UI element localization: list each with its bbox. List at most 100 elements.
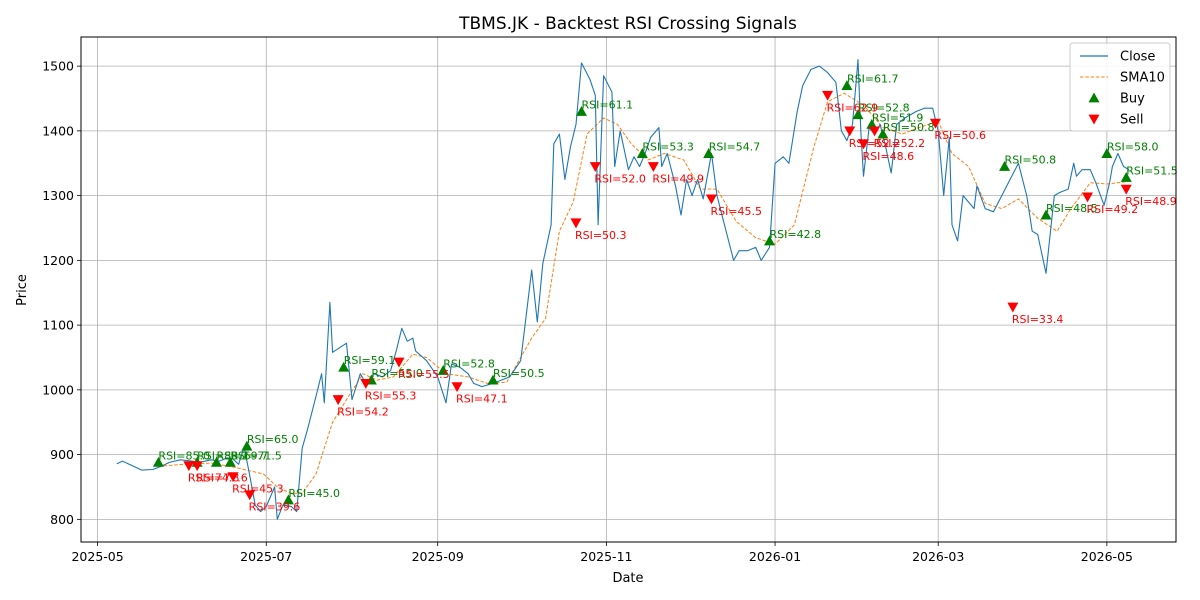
sell-marker <box>844 126 856 137</box>
buy-annotation: RSI=55.0 <box>371 367 423 380</box>
buy-annotation: RSI=53.3 <box>642 141 694 154</box>
buy-annotation: RSI=65.0 <box>247 433 299 446</box>
buy-marker <box>866 118 878 129</box>
x-axis-label: Date <box>612 571 643 586</box>
sell-marker <box>191 461 203 472</box>
y-tick-label: 800 <box>50 512 74 527</box>
buy-annotation: RSI=52.8 <box>443 357 495 370</box>
sell-annotation: RSI=54.2 <box>337 406 389 419</box>
sell-marker <box>705 194 717 205</box>
buy-marker <box>877 128 889 139</box>
buy-marker <box>841 80 853 90</box>
sell-markers: RSI=74.8RSI=77.6RSI=45.3RSI=39.6RSI=54.2… <box>183 90 1177 514</box>
sell-marker <box>1082 192 1094 203</box>
sell-marker <box>244 490 256 501</box>
buy-marker <box>152 456 164 467</box>
sell-annotation: RSI=39.6 <box>249 501 301 514</box>
x-tick-label: 2025-07 <box>240 549 292 564</box>
sell-marker <box>822 90 834 101</box>
sell-annotation: RSI=50.6 <box>934 129 986 142</box>
sell-marker <box>360 378 372 389</box>
buy-annotation: RSI=50.5 <box>493 367 545 380</box>
buy-annotation: RSI=58.0 <box>1107 141 1159 154</box>
buy-annotation: RSI=48.5 <box>1046 202 1098 215</box>
buy-marker <box>1120 171 1132 182</box>
y-tick-label: 900 <box>50 447 74 462</box>
buy-marker <box>241 440 253 451</box>
sell-marker <box>1120 184 1132 195</box>
buy-annotation: RSI=50.8 <box>883 121 935 134</box>
sell-marker <box>929 118 941 129</box>
sell-annotation: RSI=74.8 <box>188 472 240 485</box>
plot-frame <box>80 36 1177 543</box>
sell-annotation: RSI=52.2 <box>874 137 926 150</box>
x-tick-label: 2025-09 <box>412 549 464 564</box>
buy-marker <box>210 456 222 467</box>
x-tick-label: 2025-11 <box>580 549 632 564</box>
buy-marker <box>764 235 776 246</box>
buy-marker <box>636 148 648 158</box>
sell-annotation: RSI=33.4 <box>1012 313 1064 326</box>
y-tick-label: 1300 <box>42 188 74 203</box>
sell-annotation: RSI=55.3 <box>365 389 417 402</box>
sell-marker <box>451 382 463 393</box>
legend-buy-swatch <box>1088 92 1100 103</box>
y-tick-label: 1500 <box>42 59 74 74</box>
sell-marker <box>393 357 405 368</box>
sell-annotation: RSI=45.5 <box>710 205 762 218</box>
buy-marker <box>852 109 864 120</box>
buy-marker <box>282 494 294 505</box>
buy-marker <box>338 361 350 372</box>
sell-marker <box>227 472 239 483</box>
sell-annotation: RSI=49.9 <box>652 172 704 185</box>
sell-annotation: RSI=48.6 <box>863 150 915 163</box>
sell-marker <box>183 461 195 472</box>
legend-sell-swatch <box>1088 114 1100 125</box>
y-tick-label: 1400 <box>42 123 74 138</box>
legend-label: Buy <box>1120 92 1145 107</box>
sell-annotation: RSI=47.1 <box>456 393 508 406</box>
buy-marker <box>703 148 715 158</box>
x-tick-label: 2025-05 <box>71 549 123 564</box>
close-line <box>116 59 1130 520</box>
buy-marker <box>437 364 449 375</box>
buy-marker <box>575 105 587 116</box>
y-tick-label: 1000 <box>42 382 74 397</box>
x-tick-label: 2026-01 <box>749 549 801 564</box>
buy-annotation: RSI=83.2 <box>197 449 249 462</box>
buy-annotation: RSI=54.7 <box>709 141 761 154</box>
sell-annotation: RSI=49.2 <box>1087 203 1139 216</box>
sma10-line <box>158 92 1130 494</box>
legend-label: SMA10 <box>1120 71 1165 86</box>
buy-annotation: RSI=51.9 <box>872 111 924 124</box>
legend-label: Close <box>1120 50 1155 65</box>
buy-annotation: RSI=50.8 <box>1005 153 1057 166</box>
sell-marker <box>1007 302 1019 313</box>
sell-annotation: RSI=52.0 <box>594 172 646 185</box>
sma10-series <box>158 92 1130 494</box>
sell-annotation: RSI=62.9 <box>827 101 879 114</box>
buy-annotation: RSI=61.1 <box>581 98 633 111</box>
sell-marker <box>869 126 881 137</box>
x-tick-label: 2026-03 <box>912 549 964 564</box>
sell-marker <box>647 162 659 172</box>
buy-marker <box>999 160 1011 171</box>
legend-box <box>1069 42 1171 132</box>
buy-annotation: RSI=59.1 <box>344 354 396 367</box>
sell-marker <box>570 218 582 229</box>
y-tick-label: 1200 <box>42 253 74 268</box>
buy-marker <box>1101 148 1113 158</box>
close-series <box>116 59 1130 520</box>
sell-annotation: RSI=48.9 <box>1125 195 1177 208</box>
buy-marker <box>1040 209 1052 220</box>
sell-marker <box>332 395 344 406</box>
legend-label: Sell <box>1120 113 1143 128</box>
buy-annotation: RSI=51.5 <box>1126 164 1178 177</box>
y-axis: 800 900 1000 1100 1200 1300 1400 1500 <box>42 59 81 527</box>
legend: Close SMA10 Buy Sell <box>1069 42 1171 132</box>
buy-marker <box>487 374 499 385</box>
sell-marker <box>858 139 870 150</box>
buy-annotation: RSI=61.7 <box>847 73 899 86</box>
